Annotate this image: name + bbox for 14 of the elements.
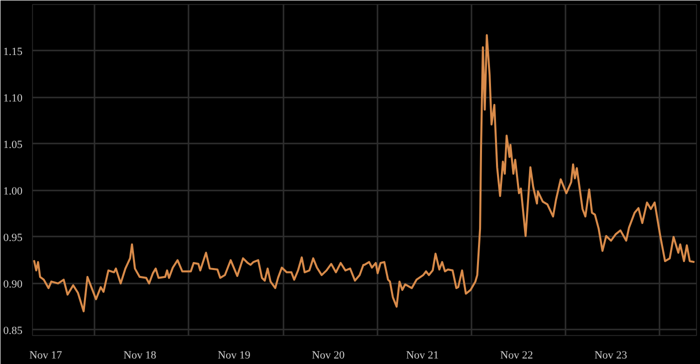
- y-tick-label: 1.10: [3, 92, 23, 104]
- x-tick-label: Nov 22: [500, 350, 533, 362]
- x-tick-label: Nov 17: [29, 350, 63, 362]
- y-tick-label: 1.15: [3, 46, 23, 58]
- y-tick-label: 0.90: [3, 278, 23, 290]
- y-tick-label: 1.00: [3, 185, 23, 198]
- x-tick-label: Nov 20: [312, 350, 346, 362]
- x-tick-label: Nov 18: [124, 350, 157, 362]
- x-tick-label: Nov 21: [406, 350, 439, 362]
- y-tick-label: 1.05: [3, 138, 23, 151]
- y-tick-label: 0.95: [3, 232, 23, 244]
- x-tick-label: Nov 23: [594, 350, 628, 362]
- y-tick-label: 0.85: [3, 324, 23, 337]
- x-tick-label: Nov 19: [218, 350, 251, 362]
